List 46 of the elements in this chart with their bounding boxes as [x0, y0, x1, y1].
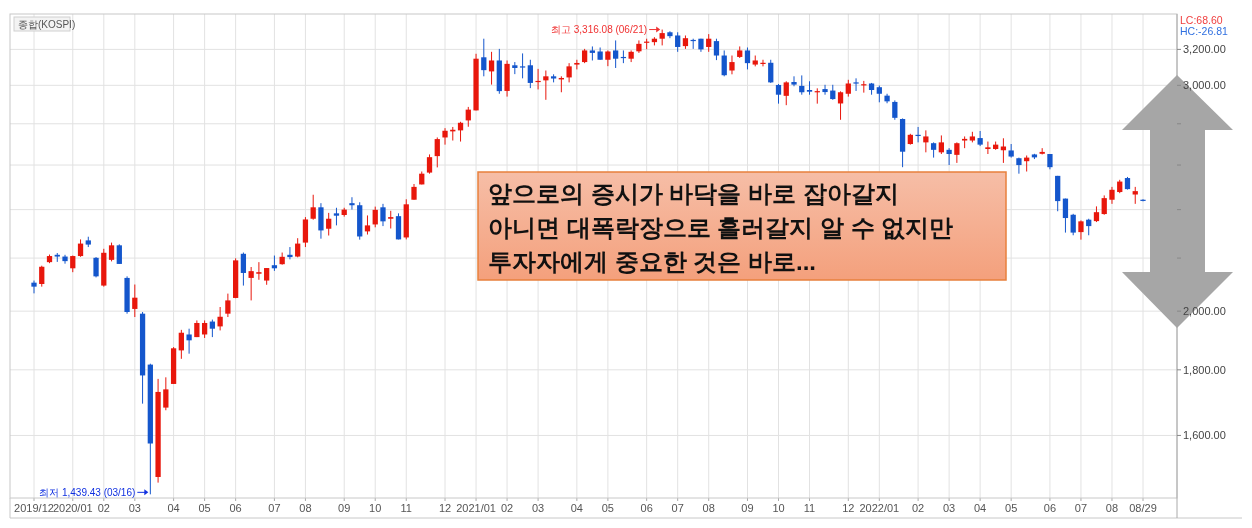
x-tick-label: 04 [570, 502, 583, 514]
x-tick-label: 06 [229, 502, 242, 514]
x-tick-label: 07 [671, 502, 684, 514]
annotation: 최저 1,439.43 (03/16) [39, 486, 136, 498]
x-tick-label: 2021/01 [456, 502, 496, 514]
x-tick-label: 05 [601, 502, 614, 514]
x-tick-label: 11 [400, 502, 412, 514]
x-tick-label: 04 [974, 502, 987, 514]
annotation: LC:68.60 [1180, 14, 1223, 26]
x-tick-label: 07 [1074, 502, 1088, 514]
x-tick-label: 08 [1105, 502, 1119, 514]
x-tick-label: 2020/01 [52, 502, 93, 514]
y-tick-label: 3,200.00 [1183, 43, 1226, 56]
x-tick-label: 05 [198, 502, 211, 514]
x-tick-label: 10 [369, 502, 382, 514]
x-tick-label: 2022/01 [859, 502, 900, 514]
annotation: 앞으로의 증시가 바닥을 바로 잡아갈지 아니면 대폭락장으로 흘러갈지 알 수 없지만 투자자에게 중요한 것은 바로... [477, 171, 1007, 281]
x-tick-label: 10 [772, 502, 785, 514]
annotation: HC:-26.81 [1180, 25, 1228, 37]
x-tick-label: 06 [640, 502, 653, 514]
y-tick-label: 3,000.00 [1183, 79, 1226, 92]
x-tick-label: 03 [943, 502, 956, 514]
x-tick-label: 05 [1005, 502, 1018, 514]
title: 종합(KOSPI) [18, 19, 76, 30]
x-tick-label: 09 [741, 502, 754, 514]
x-tick-label: 02 [500, 502, 514, 514]
x-tick-label: 02 [911, 502, 925, 514]
x-tick-label: 12 [842, 502, 855, 514]
x-tick-label: 12 [438, 502, 452, 514]
x-tick-label: 03 [128, 502, 141, 514]
x-tick-label: 11 [803, 502, 816, 514]
x-tick-label: 08/29 [1129, 502, 1157, 514]
annotation: 앞으로의 증시가 바닥을 바로 잡아갈지 아니면 대폭락장으로 흘러갈지 알 수 없지만 투자자에게 중요한 것은 바로... [488, 180, 954, 275]
y-tick-label: 1,600.00 [1183, 429, 1226, 442]
x-tick-label: 07 [268, 502, 281, 514]
y-tick-label: 1,800.00 [1183, 363, 1226, 376]
x-tick-label: 03 [531, 502, 545, 514]
x-tick-label: 04 [167, 502, 180, 514]
annotation: 최고 3,316.08 (06/21) [551, 24, 648, 36]
x-tick-label: 09 [338, 502, 351, 514]
y-tick-label: 2,000.00 [1183, 305, 1226, 318]
x-tick-label: 2019/12 [14, 502, 54, 514]
x-tick-label: 08 [299, 502, 312, 514]
x-tick-label: 06 [1043, 502, 1057, 514]
x-tick-label: 08 [702, 502, 715, 514]
x-tick-label: 02 [97, 502, 110, 514]
